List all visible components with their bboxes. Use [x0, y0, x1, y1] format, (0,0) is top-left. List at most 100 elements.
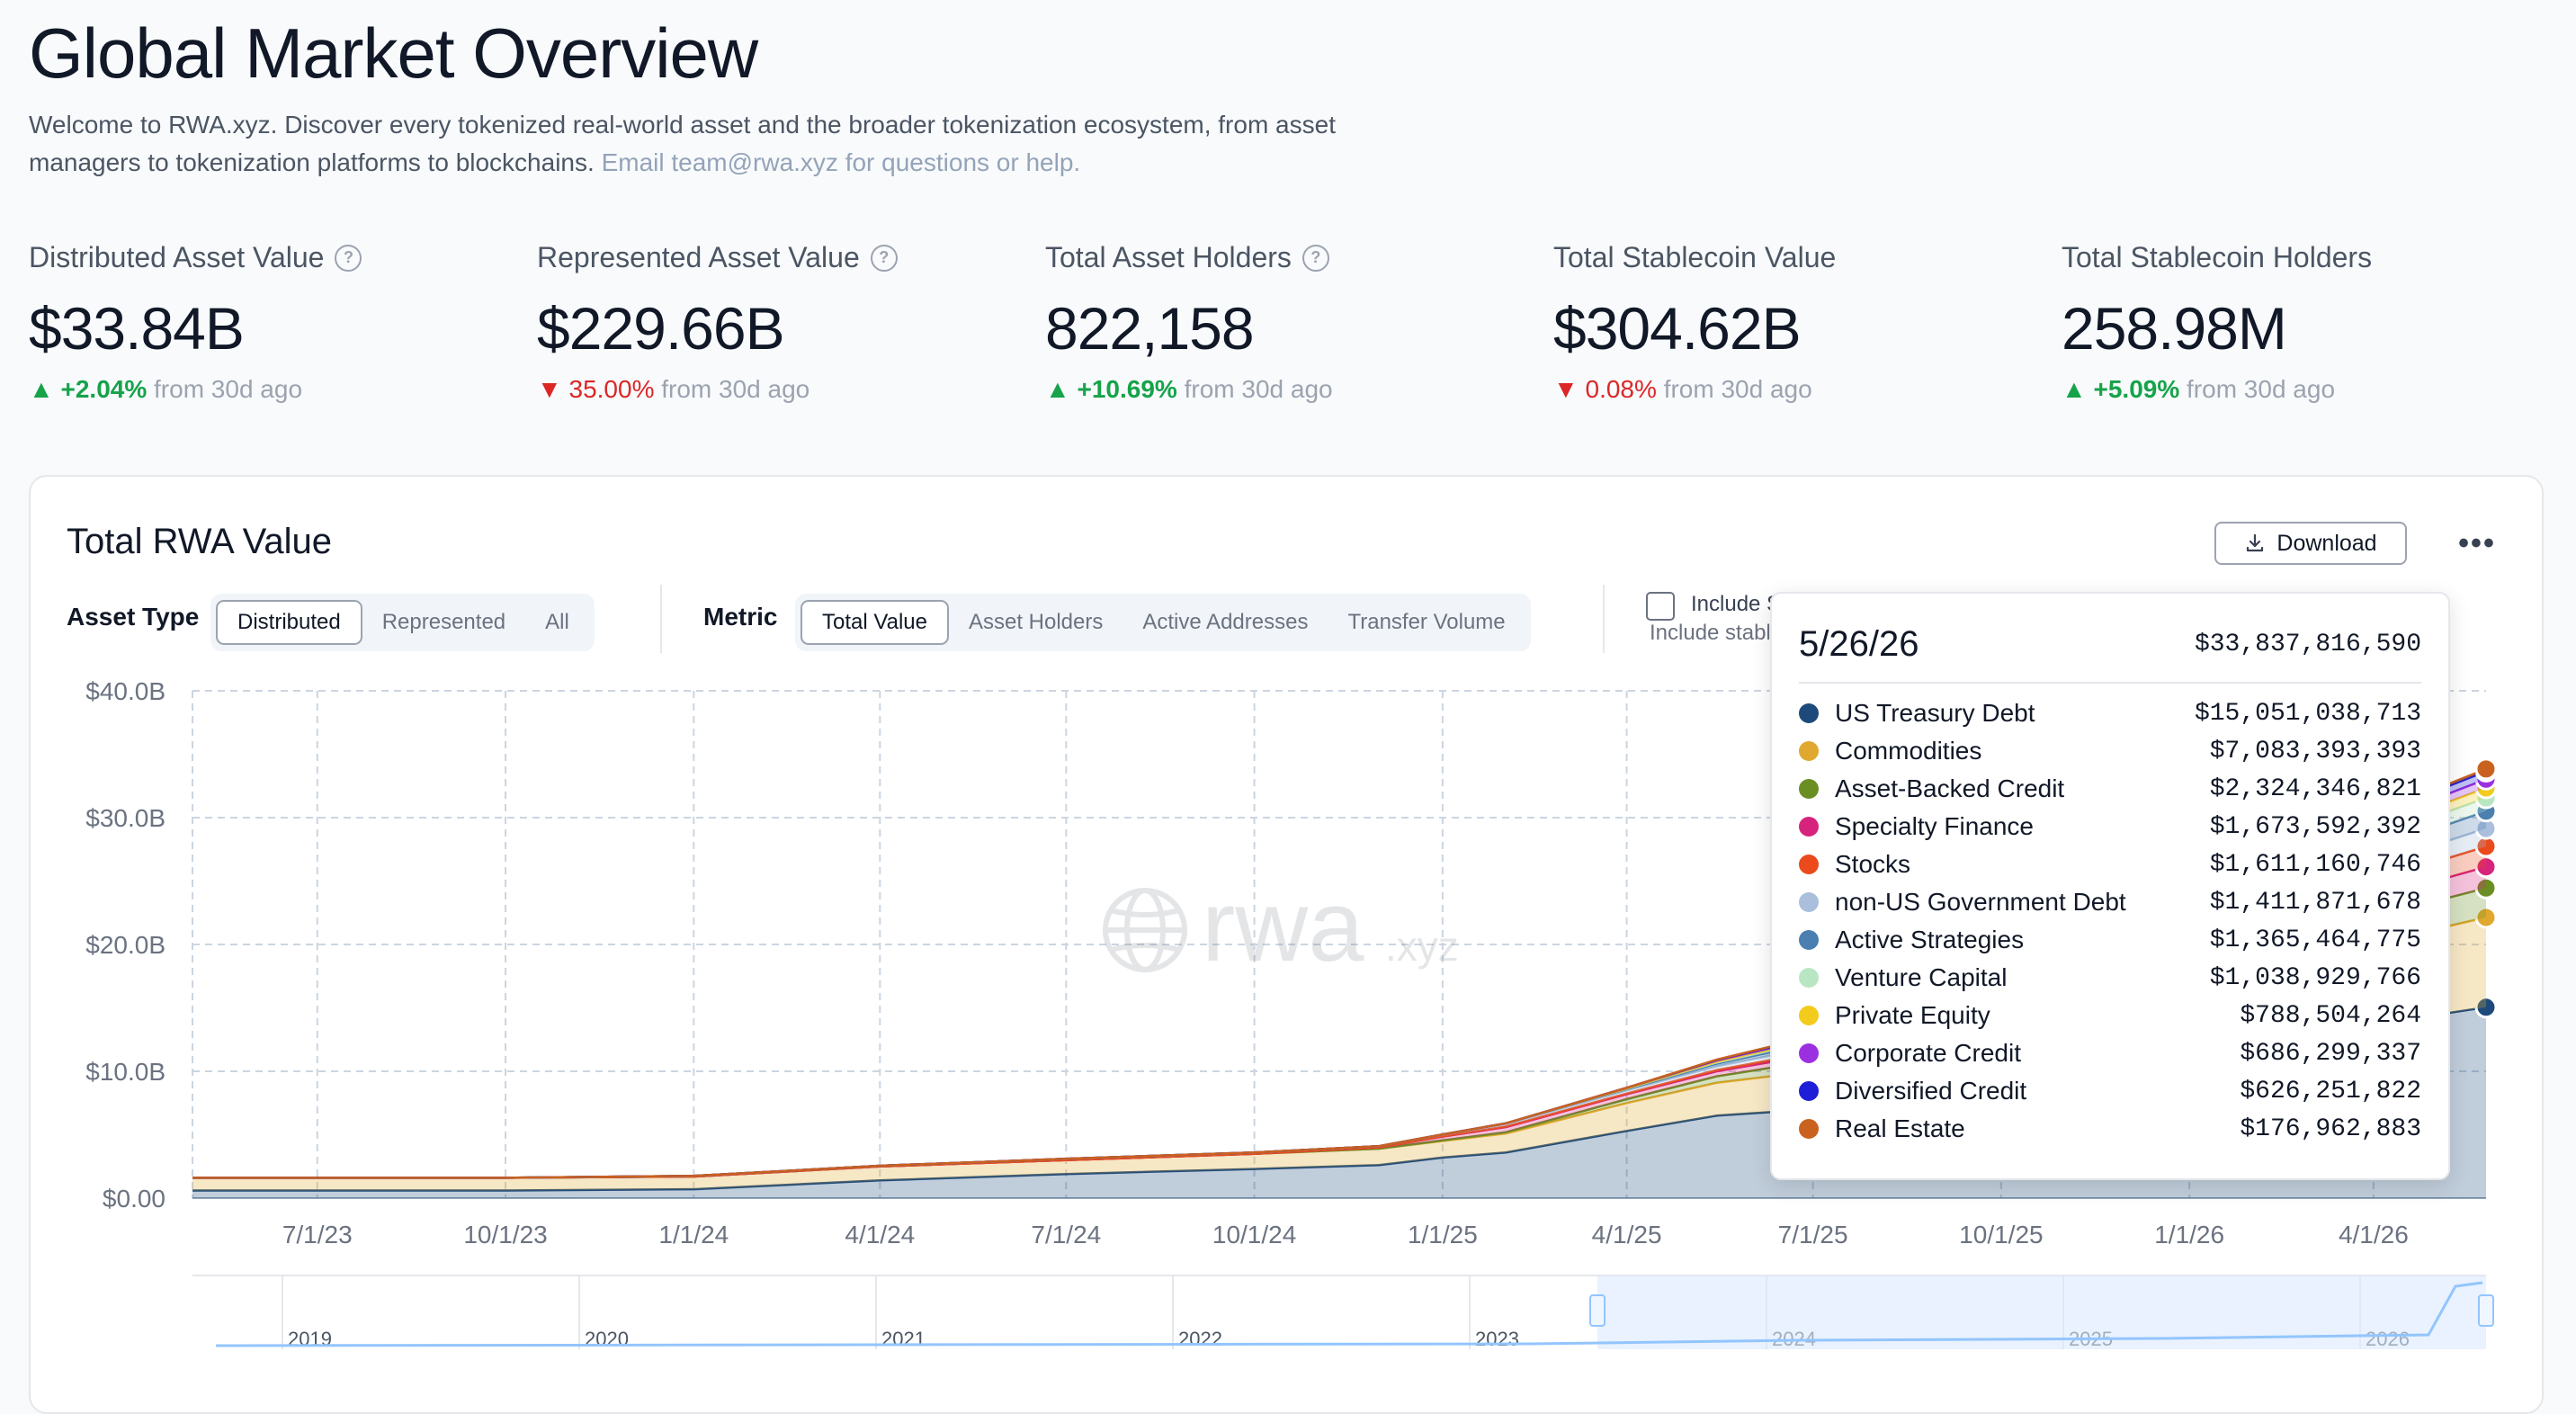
tooltip-total: $33,837,816,590 [2194, 630, 2421, 658]
metric-label: Metric [703, 603, 778, 631]
legend-swatch [1799, 779, 1819, 799]
stat-change: ▲ +10.69% from 30d ago [1045, 375, 1333, 403]
tooltip-row: Venture Capital $1,038,929,766 [1799, 959, 2421, 997]
tooltip-row: Commodities $7,083,393,393 [1799, 732, 2421, 770]
metric-toggle: Total Value Asset Holders Active Addresses… [795, 594, 1531, 651]
tooltip-row: Real Estate $176,962,883 [1799, 1110, 2421, 1148]
legend-swatch [1799, 1081, 1819, 1101]
download-label: Download [2276, 530, 2377, 556]
legend-swatch [1799, 817, 1819, 837]
stat-value: 258.98M [2062, 295, 2287, 362]
tooltip-rows: US Treasury Debt $15,051,038,713 Commoditi… [1799, 694, 2421, 1148]
legend-swatch [1799, 703, 1819, 723]
series-name: Asset-Backed Credit [1835, 774, 2065, 802]
stat-card: Total Stablecoin Value $304.62B ▼ 0.08% fr… [1553, 241, 2039, 404]
series-name: Corporate Credit [1835, 1039, 2021, 1067]
series-value: $1,038,929,766 [2209, 963, 2421, 992]
email-note[interactable]: Email team@rwa.xyz for questions or help… [601, 148, 1081, 176]
stat-change: ▲ +2.04% from 30d ago [29, 375, 303, 403]
stat-card: Total Asset Holders? 822,158 ▲ +10.69% fro… [1045, 241, 1531, 404]
series-name: Commodities [1835, 737, 1982, 765]
series-name: Active Strategies [1835, 926, 2025, 953]
more-options-button[interactable]: ••• [2458, 525, 2496, 560]
tooltip-row: Specialty Finance $1,673,592,392 [1799, 808, 2421, 846]
stat-card: Total Stablecoin Holders 258.98M ▲ +5.09% … [2062, 241, 2547, 404]
stat-value: 822,158 [1045, 295, 1255, 362]
help-icon[interactable]: ? [335, 244, 362, 272]
tooltip-date: 5/26/26 [1799, 623, 1919, 664]
legend-swatch [1799, 892, 1819, 912]
tooltip-row: US Treasury Debt $15,051,038,713 [1799, 694, 2421, 732]
download-button[interactable]: Download [2214, 522, 2407, 565]
series-name: Private Equity [1835, 1001, 1990, 1029]
tooltip-row: Stocks $1,611,160,746 [1799, 846, 2421, 883]
down-arrow-icon: ▼ [537, 375, 569, 403]
legend-swatch [1799, 930, 1819, 950]
stat-card: Represented Asset Value? $229.66B ▼ 35.00%… [537, 241, 1023, 404]
metric-option[interactable]: Active Addresses [1142, 610, 1309, 634]
asset-type-option[interactable]: All [545, 610, 569, 634]
stat-value: $33.84B [29, 295, 245, 362]
series-name: Stocks [1835, 850, 1911, 878]
divider [660, 585, 662, 653]
series-name: non-US Government Debt [1835, 888, 2126, 916]
help-icon[interactable]: ? [870, 244, 898, 272]
series-value: $626,251,822 [2240, 1077, 2421, 1105]
stat-change: ▲ +5.09% from 30d ago [2062, 375, 2336, 403]
tooltip-row: Corporate Credit $686,299,337 [1799, 1034, 2421, 1072]
series-value: $1,611,160,746 [2209, 850, 2421, 879]
series-value: $788,504,264 [2240, 1001, 2421, 1030]
page-intro: Welcome to RWA.xyz. Discover every token… [29, 106, 1432, 182]
stat-label: Represented Asset Value? [537, 241, 1023, 274]
series-value: $2,324,346,821 [2209, 774, 2421, 803]
series-value: $686,299,337 [2240, 1039, 2421, 1068]
up-arrow-icon: ▲ [29, 375, 61, 403]
stat-change: ▼ 0.08% from 30d ago [1553, 375, 1812, 403]
series-name: Diversified Credit [1835, 1077, 2027, 1105]
series-value: $1,673,592,392 [2209, 812, 2421, 841]
legend-swatch [1799, 1043, 1819, 1063]
legend-swatch [1799, 741, 1819, 761]
series-name: Real Estate [1835, 1114, 1965, 1142]
metric-option[interactable]: Total Value [801, 600, 949, 645]
legend-swatch [1799, 1119, 1819, 1139]
card-title: Total RWA Value [67, 522, 332, 561]
stat-label: Total Stablecoin Value [1553, 241, 1837, 273]
download-icon [2247, 533, 2264, 552]
legend-swatch [1799, 1006, 1819, 1025]
legend-swatch [1799, 855, 1819, 874]
stat-label: Total Stablecoin Holders [2062, 241, 2373, 273]
legend-swatch [1799, 968, 1819, 988]
stat-change: ▼ 35.00% from 30d ago [537, 375, 810, 403]
up-arrow-icon: ▲ [2062, 375, 2094, 403]
tooltip-row: non-US Government Debt $1,411,871,678 [1799, 883, 2421, 921]
tooltip-row: Diversified Credit $626,251,822 [1799, 1072, 2421, 1110]
series-value: $1,365,464,775 [2209, 926, 2421, 954]
divider [1603, 585, 1605, 653]
stat-label: Total Asset Holders? [1045, 241, 1531, 274]
asset-type-option[interactable]: Distributed [216, 600, 362, 645]
series-value: $1,411,871,678 [2209, 888, 2421, 917]
asset-type-toggle: Distributed Represented All [210, 594, 595, 651]
stat-card: Distributed Asset Value? $33.84B ▲ +2.04% … [29, 241, 514, 404]
include-stablecoins-checkbox[interactable] [1646, 592, 1675, 621]
series-value: $15,051,038,713 [2194, 699, 2421, 728]
stat-value: $304.62B [1553, 295, 1802, 362]
metric-option[interactable]: Asset Holders [968, 610, 1104, 634]
up-arrow-icon: ▲ [1045, 375, 1078, 403]
chart-tooltip: 5/26/26 $33,837,816,590 US Treasury Debt… [1770, 592, 2450, 1180]
stat-label: Distributed Asset Value? [29, 241, 514, 274]
series-value: $7,083,393,393 [2209, 737, 2421, 765]
metric-option[interactable]: Transfer Volume [1347, 610, 1506, 634]
asset-type-option[interactable]: Represented [381, 610, 506, 634]
help-icon[interactable]: ? [1301, 244, 1329, 272]
series-name: US Treasury Debt [1835, 699, 2035, 727]
stat-value: $229.66B [537, 295, 785, 362]
page-title: Global Market Overview [29, 13, 758, 93]
down-arrow-icon: ▼ [1553, 375, 1586, 403]
series-name: Venture Capital [1835, 963, 2008, 991]
intro-text: Welcome to RWA.xyz. Discover every token… [29, 111, 1336, 176]
tooltip-divider [1799, 682, 2421, 684]
series-value: $176,962,883 [2240, 1114, 2421, 1143]
tooltip-row: Active Strategies $1,365,464,775 [1799, 921, 2421, 959]
